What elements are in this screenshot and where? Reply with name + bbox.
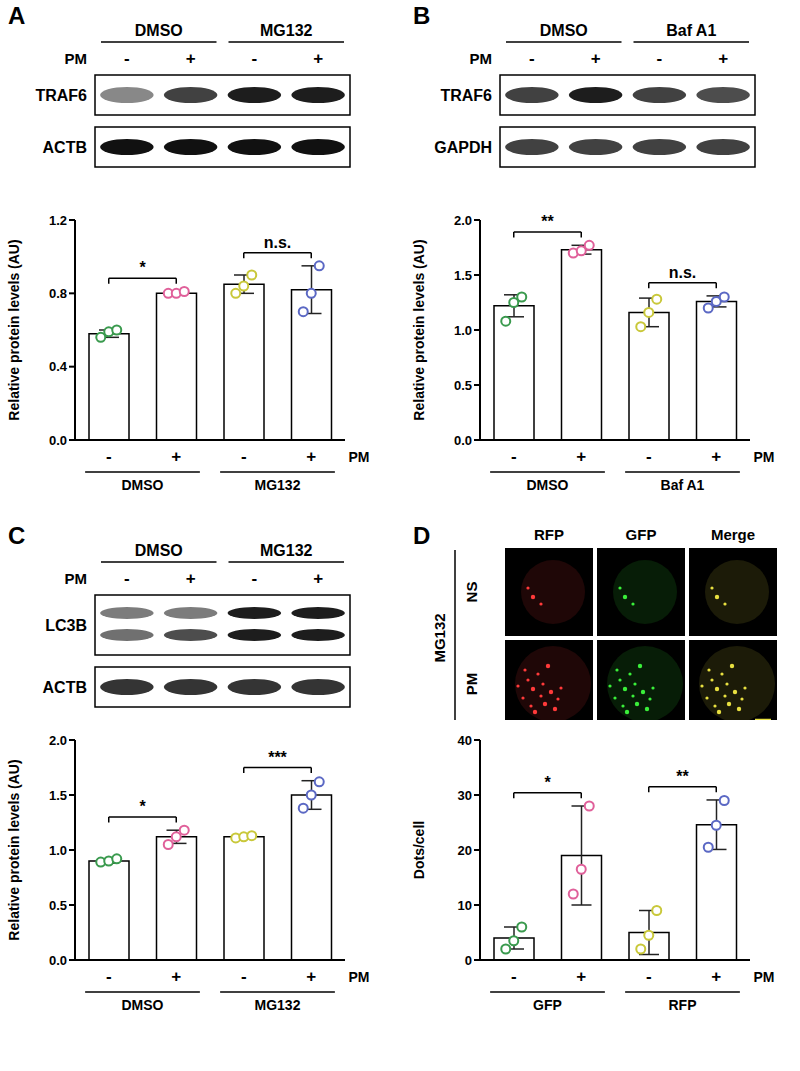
svg-text:DMSO: DMSO	[540, 22, 588, 39]
svg-text:PM: PM	[753, 449, 774, 465]
svg-text:+: +	[313, 49, 323, 68]
svg-text:40: 40	[458, 733, 472, 748]
svg-text:DMSO: DMSO	[135, 22, 183, 39]
svg-text:GAPDH: GAPDH	[434, 139, 492, 156]
svg-text:-: -	[511, 967, 517, 986]
svg-text:-: -	[511, 447, 517, 466]
svg-text:1.5: 1.5	[49, 788, 67, 803]
svg-text:0.5: 0.5	[49, 898, 67, 913]
svg-text:LC3B: LC3B	[45, 617, 87, 634]
svg-text:n.s.: n.s.	[264, 234, 292, 251]
svg-text:10: 10	[458, 898, 472, 913]
svg-text:+: +	[171, 447, 181, 466]
svg-text:-: -	[646, 447, 652, 466]
svg-text:**: **	[541, 213, 554, 230]
svg-text:+: +	[171, 967, 181, 986]
svg-text:0.0: 0.0	[49, 433, 67, 448]
svg-text:0.8: 0.8	[49, 286, 67, 301]
svg-text:-: -	[646, 967, 652, 986]
svg-text:+: +	[306, 967, 316, 986]
html-text:C: C	[8, 522, 26, 549]
svg-text:RFP: RFP	[669, 997, 697, 1013]
svg-text:+: +	[591, 49, 601, 68]
svg-text:ACTB: ACTB	[43, 139, 87, 156]
svg-text:1.0: 1.0	[454, 323, 472, 338]
svg-text:DMSO: DMSO	[527, 477, 569, 493]
svg-text:+: +	[718, 49, 728, 68]
svg-text:+: +	[186, 569, 196, 588]
svg-text:-: -	[106, 967, 112, 986]
svg-text:*: *	[139, 259, 146, 276]
svg-text:***: ***	[268, 749, 287, 766]
svg-text:DMSO: DMSO	[122, 477, 164, 493]
svg-text:-: -	[124, 569, 130, 588]
svg-text:-: -	[106, 447, 112, 466]
svg-text:+: +	[576, 967, 586, 986]
svg-text:MG132: MG132	[255, 477, 301, 493]
svg-text:30: 30	[458, 788, 472, 803]
svg-text:0.0: 0.0	[454, 433, 472, 448]
svg-text:Merge: Merge	[711, 526, 755, 543]
svg-text:-: -	[252, 569, 258, 588]
svg-text:-: -	[241, 447, 247, 466]
svg-text:PM: PM	[463, 673, 480, 696]
svg-text:PM: PM	[470, 50, 493, 67]
svg-text:+: +	[313, 569, 323, 588]
svg-text:-: -	[529, 49, 535, 68]
svg-text:0.4: 0.4	[49, 359, 68, 374]
svg-text:*: *	[139, 798, 146, 815]
svg-text:+: +	[576, 447, 586, 466]
html-text:Relative protein levels (AU): Relative protein levels (AU)	[6, 759, 22, 941]
html-text:A: A	[8, 2, 26, 29]
svg-text:PM: PM	[348, 449, 369, 465]
html-text:Relative protein levels (AU): Relative protein levels (AU)	[411, 239, 427, 421]
svg-text:GFP: GFP	[626, 526, 657, 543]
html-text:B: B	[413, 2, 431, 29]
svg-text:MG132: MG132	[431, 613, 448, 662]
svg-text:DMSO: DMSO	[135, 542, 183, 559]
svg-text:1.2: 1.2	[49, 213, 67, 228]
html-text:Relative protein levels (AU): Relative protein levels (AU)	[6, 239, 22, 421]
svg-text:2.0: 2.0	[454, 213, 472, 228]
svg-text:RFP: RFP	[534, 526, 564, 543]
svg-text:TRAF6: TRAF6	[440, 87, 492, 104]
html-text:Dots/cell: Dots/cell	[411, 820, 427, 880]
svg-text:TRAF6: TRAF6	[35, 87, 87, 104]
svg-text:*: *	[544, 774, 551, 791]
svg-text:ACTB: ACTB	[43, 679, 87, 696]
svg-text:0: 0	[465, 953, 472, 968]
svg-text:+: +	[711, 447, 721, 466]
svg-text:PM: PM	[753, 969, 774, 985]
svg-text:-: -	[124, 49, 130, 68]
html-text:D: D	[413, 522, 431, 549]
svg-text:MG132: MG132	[260, 22, 313, 39]
svg-text:DMSO: DMSO	[122, 997, 164, 1013]
svg-text:1.5: 1.5	[454, 268, 472, 283]
svg-text:Baf A1: Baf A1	[666, 22, 716, 39]
svg-text:MG132: MG132	[260, 542, 313, 559]
svg-text:20: 20	[458, 843, 472, 858]
svg-text:-: -	[252, 49, 258, 68]
svg-text:PM: PM	[65, 50, 88, 67]
svg-text:1.0: 1.0	[49, 843, 67, 858]
svg-text:0.5: 0.5	[454, 378, 472, 393]
svg-text:NS: NS	[463, 582, 480, 603]
svg-text:PM: PM	[348, 969, 369, 985]
svg-text:MG132: MG132	[255, 997, 301, 1013]
svg-text:0.0: 0.0	[49, 953, 67, 968]
svg-text:2.0: 2.0	[49, 733, 67, 748]
svg-text:**: **	[676, 768, 689, 785]
svg-text:+: +	[711, 967, 721, 986]
svg-text:n.s.: n.s.	[669, 264, 697, 281]
svg-text:GFP: GFP	[533, 997, 562, 1013]
svg-text:Baf A1: Baf A1	[661, 477, 705, 493]
svg-text:+: +	[186, 49, 196, 68]
svg-text:-: -	[241, 967, 247, 986]
svg-text:-: -	[657, 49, 663, 68]
svg-text:PM: PM	[65, 570, 88, 587]
svg-text:+: +	[306, 447, 316, 466]
